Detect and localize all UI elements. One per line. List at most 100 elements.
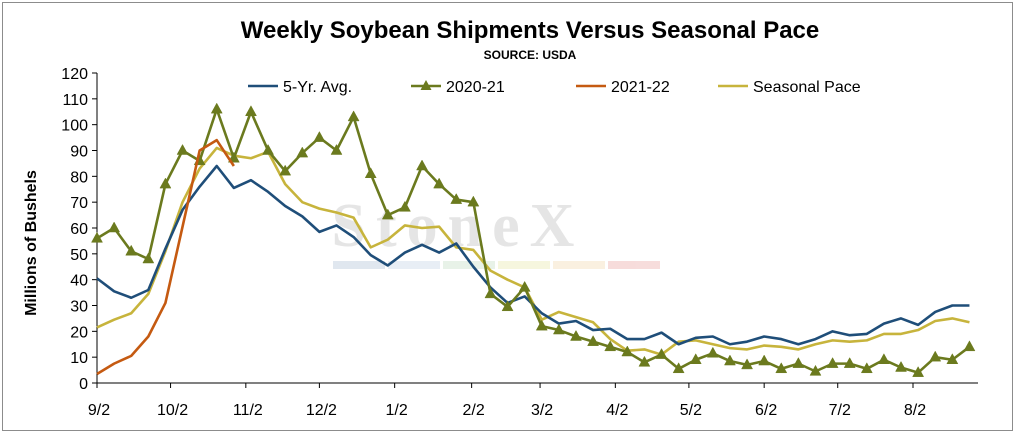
data-point [621,345,634,357]
data-point [330,143,343,155]
data-point [963,340,976,352]
data-point [142,252,155,264]
data-point [877,353,890,364]
y-tick-label: 60 [70,221,88,238]
data-point [91,231,103,243]
series-line [96,138,235,376]
data-point [689,353,702,364]
x-tick-label: 8/2 [904,402,926,419]
series-2020-21 [91,102,976,377]
data-point [450,193,463,204]
data-point [484,287,497,299]
data-point [792,357,805,368]
data-point [672,362,685,374]
data-point [860,362,873,374]
legend-label: Seasonal Pace [753,79,861,96]
y-tick-label: 110 [62,92,88,109]
x-tick-label: 6/2 [755,402,777,419]
watermark-stripe [498,261,550,269]
chart-subtitle: SOURCE: USDA [484,48,577,62]
data-point [296,146,309,158]
data-point [125,244,138,256]
y-tick-label: 50 [70,247,88,264]
data-point [758,354,771,366]
data-point [929,350,942,362]
data-point [655,348,668,359]
y-tick-label: 10 [70,350,88,367]
legend-item-2020-21: 2020-21 [411,79,505,96]
y-tick-label: 20 [70,324,88,341]
legend-item-5-yr-avg: 5-Yr. Avg. [248,79,352,96]
y-tick-label: 120 [61,66,88,83]
data-point [741,358,753,370]
data-point [245,105,257,116]
data-point [895,360,907,372]
legend-label: 5-Yr. Avg. [283,79,352,96]
x-tick-label: 5/2 [680,402,702,419]
legend-item-2021-22: 2021-22 [576,79,670,96]
y-tick-label: 0 [79,376,88,393]
data-point [843,357,856,368]
x-tick-label: 1/2 [386,402,408,419]
data-point [467,195,480,207]
data-point [433,177,446,189]
data-point [724,354,736,366]
legend-marker [420,80,432,90]
series-layer [91,102,976,377]
y-tick-label: 40 [70,273,88,290]
y-tick-label: 70 [70,195,88,212]
watermark-stripe [553,261,605,269]
data-point [313,131,326,142]
chart-title: Weekly Soybean Shipments Versus Seasonal… [241,17,820,44]
axes: 0 10 20 30 40 50 60 70 80 90 100 110 120 9/2 10/2 11/2 1… [61,66,978,419]
data-point [638,355,651,367]
x-tick-label: 9/2 [88,402,110,419]
y-tick-label: 90 [70,144,88,161]
data-point [912,366,925,377]
watermark-stripe [608,261,660,269]
watermark-stripe [388,261,440,269]
data-point [381,208,394,220]
data-point [159,177,172,189]
legend: 5-Yr. Avg. 2020-21 2021-22 Seasonal Pace [248,79,861,96]
y-tick-label: 100 [61,118,88,135]
series-2021-22 [96,138,235,376]
x-tick-label: 10/2 [157,402,188,419]
data-point [570,329,582,341]
x-tick-label: 12/2 [306,402,337,419]
data-point [262,143,274,155]
data-point [398,200,411,212]
data-point [279,164,292,176]
data-point [604,340,617,352]
data-point [535,319,548,331]
x-tick-label: 4/2 [606,402,628,419]
data-point [176,143,189,155]
x-tick-label: 3/2 [531,402,553,419]
legend-label: 2021-22 [611,79,670,96]
watermark-stripe [443,261,495,269]
y-tick-label: 30 [70,299,88,316]
watermark-stripe [333,261,385,269]
data-point [587,335,600,346]
data-point [552,323,565,335]
data-point [364,167,377,178]
x-tick-label: 2/2 [463,402,485,419]
y-tick-label: 80 [70,169,88,186]
data-point [501,300,514,312]
data-point [775,362,788,374]
data-point [416,159,428,171]
data-point [347,110,360,122]
data-point [108,221,121,233]
data-point [518,280,531,292]
data-point [826,357,839,368]
legend-label: 2020-21 [446,79,505,96]
series-line [96,107,971,374]
y-axis-label: Millions of Bushels [23,170,40,316]
chart-svg: Weekly Soybean Shipments Versus Seasonal… [23,17,978,419]
x-tick-label: 7/2 [829,402,851,419]
data-point [706,346,719,358]
x-tick-label: 11/2 [233,402,263,419]
data-point [946,353,959,364]
watermark-logo: StoneX [332,192,660,269]
